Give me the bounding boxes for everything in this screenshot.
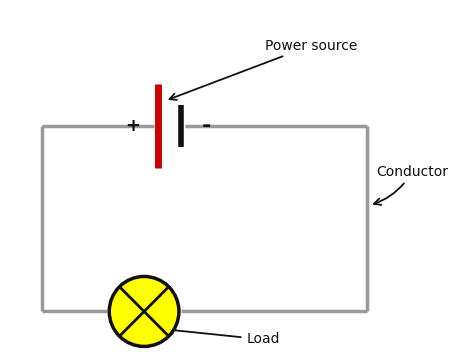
Ellipse shape xyxy=(109,276,179,346)
Text: +: + xyxy=(125,117,140,135)
Text: Power source: Power source xyxy=(170,39,357,100)
Text: Conductor: Conductor xyxy=(374,165,448,205)
Text: -: - xyxy=(202,116,211,136)
Text: Load: Load xyxy=(166,327,280,346)
